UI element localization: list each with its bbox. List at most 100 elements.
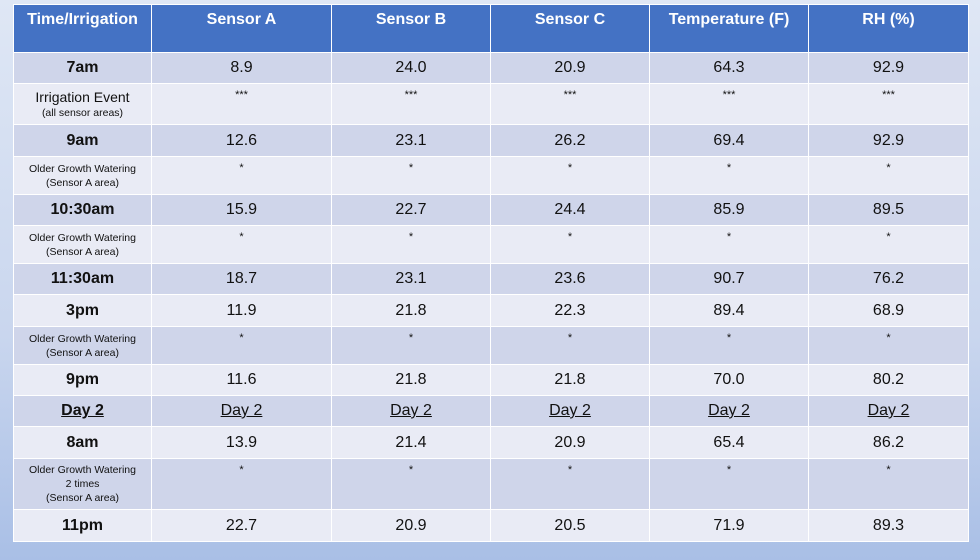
- cell-value: *: [331, 458, 491, 510]
- table-row: 9am 12.6 23.1 26.2 69.4 92.9: [13, 124, 969, 157]
- header-cell: Temperature (F): [649, 4, 809, 53]
- table-row: 11pm 22.7 20.9 20.5 71.9 89.3: [13, 509, 969, 542]
- table-row: 8am 13.9 21.4 20.9 65.4 86.2: [13, 426, 969, 459]
- label-line: Older Growth Watering: [29, 332, 136, 345]
- cell-value: 12.6: [151, 124, 332, 157]
- cell-value: 21.4: [331, 426, 491, 459]
- label-line: (Sensor A area): [46, 245, 119, 258]
- cell-value: 90.7: [649, 263, 809, 295]
- cell-value: 65.4: [649, 426, 809, 459]
- row-label: 3pm: [13, 294, 152, 327]
- row-label: Day 2: [13, 395, 152, 427]
- row-label: Irrigation Event (all sensor areas): [13, 83, 152, 125]
- cell-value: *: [808, 156, 969, 195]
- label-line: (Sensor A area): [46, 492, 119, 504]
- row-label: 11pm: [13, 509, 152, 542]
- cell-value: 18.7: [151, 263, 332, 295]
- cell-value: 69.4: [649, 124, 809, 157]
- cell-value: 92.9: [808, 52, 969, 84]
- row-label: Older Growth Watering (Sensor A area): [13, 225, 152, 264]
- cell-value: *: [331, 156, 491, 195]
- table-row: Older Growth Watering (Sensor A area) * * * *…: [13, 156, 969, 195]
- cell-value: 8.9: [151, 52, 332, 84]
- row-label: 11:30am: [13, 263, 152, 295]
- cell-value: ***: [649, 83, 809, 125]
- cell-value: Day 2: [808, 395, 969, 427]
- cell-value: *: [808, 225, 969, 264]
- cell-value: 70.0: [649, 364, 809, 396]
- cell-value: 22.3: [490, 294, 650, 327]
- header-cell: Sensor C: [490, 4, 650, 53]
- label-line: Older Growth Watering: [29, 162, 136, 175]
- cell-value: ***: [490, 83, 650, 125]
- header-cell: Sensor B: [331, 4, 491, 53]
- label-line: (Sensor A area): [46, 176, 119, 189]
- cell-value: *: [808, 458, 969, 510]
- label-line: (Sensor A area): [46, 346, 119, 359]
- cell-value: 22.7: [151, 509, 332, 542]
- table-row: Irrigation Event (all sensor areas) *** ***…: [13, 83, 969, 125]
- cell-value: 76.2: [808, 263, 969, 295]
- cell-value: *: [490, 225, 650, 264]
- row-label: Older Growth Watering (Sensor A area): [13, 326, 152, 365]
- cell-value: *: [490, 326, 650, 365]
- table-row: 3pm 11.9 21.8 22.3 89.4 68.9: [13, 294, 969, 327]
- label-line: Irrigation Event: [35, 89, 130, 105]
- cell-value: *: [649, 458, 809, 510]
- row-label: Older Growth Watering (Sensor A area): [13, 156, 152, 195]
- cell-value: 20.9: [490, 426, 650, 459]
- cell-value: 89.5: [808, 194, 969, 226]
- cell-value: 80.2: [808, 364, 969, 396]
- cell-value: Day 2: [151, 395, 332, 427]
- cell-value: 85.9: [649, 194, 809, 226]
- row-label: 8am: [13, 426, 152, 459]
- label-line: Older Growth Watering: [29, 231, 136, 244]
- table-row: 7am 8.9 24.0 20.9 64.3 92.9: [13, 52, 969, 84]
- table-row: 11:30am 18.7 23.1 23.6 90.7 76.2: [13, 263, 969, 295]
- cell-value: *: [490, 156, 650, 195]
- cell-value: ***: [808, 83, 969, 125]
- cell-value: Day 2: [331, 395, 491, 427]
- cell-value: 71.9: [649, 509, 809, 542]
- cell-value: ***: [331, 83, 491, 125]
- cell-value: 13.9: [151, 426, 332, 459]
- cell-value: 23.1: [331, 124, 491, 157]
- cell-value: *: [649, 225, 809, 264]
- cell-value: *: [151, 225, 332, 264]
- table-row: Older Growth Watering 2 times (Sensor A ar…: [13, 458, 969, 510]
- cell-value: 11.9: [151, 294, 332, 327]
- cell-value: 22.7: [331, 194, 491, 226]
- cell-value: *: [649, 156, 809, 195]
- cell-value: *: [808, 326, 969, 365]
- cell-value: 21.8: [331, 294, 491, 327]
- cell-value: *: [490, 458, 650, 510]
- cell-value: 24.0: [331, 52, 491, 84]
- label-line: (all sensor areas): [41, 107, 124, 119]
- cell-value: 20.9: [331, 509, 491, 542]
- cell-value: 20.5: [490, 509, 650, 542]
- cell-value: *: [331, 225, 491, 264]
- table-row: Older Growth Watering (Sensor A area) * * * *…: [13, 225, 969, 264]
- table-row: Day 2 Day 2 Day 2 Day 2 Day 2 Day 2: [13, 395, 969, 427]
- cell-value: 89.4: [649, 294, 809, 327]
- cell-value: 86.2: [808, 426, 969, 459]
- cell-value: 11.6: [151, 364, 332, 396]
- cell-value: 21.8: [331, 364, 491, 396]
- row-label: Older Growth Watering 2 times (Sensor A ar…: [13, 458, 152, 510]
- cell-value: 68.9: [808, 294, 969, 327]
- cell-value: *: [331, 326, 491, 365]
- cell-value: 15.9: [151, 194, 332, 226]
- cell-value: 21.8: [490, 364, 650, 396]
- cell-value: *: [151, 326, 332, 365]
- cell-value: Day 2: [649, 395, 809, 427]
- label-line: 2 times: [65, 478, 100, 490]
- header-cell: RH (%): [808, 4, 969, 53]
- row-label: 10:30am: [13, 194, 152, 226]
- cell-value: Day 2: [490, 395, 650, 427]
- cell-value: ***: [151, 83, 332, 125]
- cell-value: 92.9: [808, 124, 969, 157]
- cell-value: 23.1: [331, 263, 491, 295]
- table-row: Older Growth Watering (Sensor A area) * * * *…: [13, 326, 969, 365]
